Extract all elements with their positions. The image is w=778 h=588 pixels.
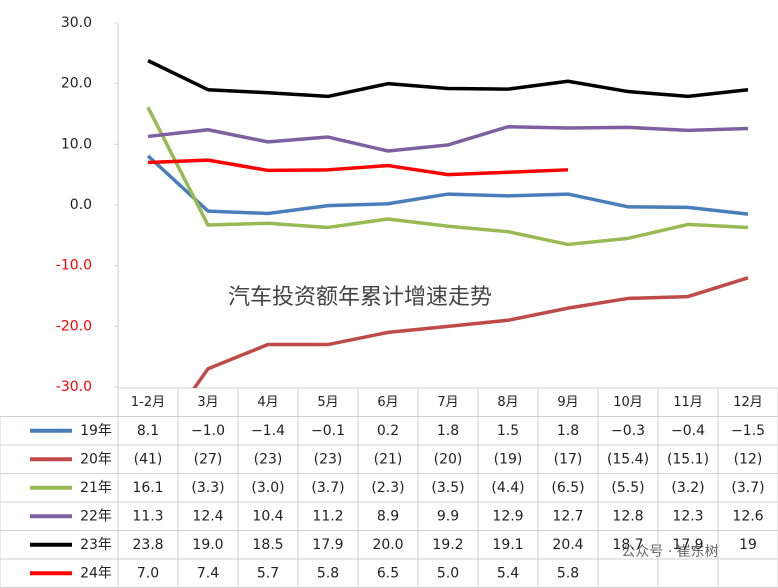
data-label: 9.9 — [437, 508, 459, 524]
legend-label: 22年 — [80, 508, 112, 524]
data-label: −1.0 — [191, 423, 225, 439]
line — [146, 106, 749, 247]
data-label: 5.7 — [257, 565, 279, 581]
data-label: 18.5 — [252, 537, 283, 553]
data-label: (5.5) — [611, 480, 644, 496]
watermark: 公众号 · 崔东树 — [621, 544, 718, 560]
data-label: (3.2) — [671, 480, 704, 496]
data-label: (3.7) — [731, 480, 764, 496]
data-label: −1.4 — [251, 423, 285, 439]
x-tick-label: 6月 — [377, 395, 398, 410]
data-label: 19.1 — [492, 537, 523, 553]
data-label: 12.8 — [612, 508, 643, 524]
data-label: 5.0 — [437, 565, 459, 581]
legend-label: 24年 — [80, 565, 112, 581]
y-tick-label: -20.0 — [56, 318, 92, 334]
data-label: (23) — [314, 451, 343, 467]
x-tick-label: 11月 — [673, 395, 703, 410]
data-label: 1.8 — [557, 423, 579, 439]
x-tick-label: 3月 — [197, 395, 218, 410]
legend-label: 21年 — [80, 480, 112, 496]
x-tick-label: 12月 — [733, 395, 763, 410]
annotation: 汽车投资额年累计增速走势 — [228, 285, 492, 310]
x-tick-label: 9月 — [557, 395, 578, 410]
data-label: (2.3) — [371, 480, 404, 496]
data-label: (20) — [434, 451, 463, 467]
data-label: (17) — [554, 451, 583, 467]
data-label: 12.9 — [492, 508, 523, 524]
data-label: 1.5 — [497, 423, 519, 439]
data-label: 18.7 — [612, 537, 643, 553]
data-label: (3.0) — [251, 480, 284, 496]
data-label: (3.5) — [431, 480, 464, 496]
data-label: 17.9 — [312, 537, 343, 553]
y-tick-label: 0.0 — [70, 197, 92, 213]
data-label: (41) — [134, 451, 163, 467]
line — [147, 59, 749, 99]
data-label: −1.5 — [731, 423, 765, 439]
x-tick-label: 7月 — [437, 395, 458, 410]
y-tick-label: -30.0 — [56, 379, 92, 395]
x-tick-label: 10月 — [613, 395, 643, 410]
data-label: 5.8 — [317, 565, 339, 581]
data-label: (23) — [254, 451, 283, 467]
y-tick-label: -10.0 — [56, 258, 92, 274]
data-label: 12.4 — [192, 508, 223, 524]
legend-label: 23年 — [80, 537, 112, 553]
data-label: (15.1) — [667, 451, 709, 467]
data-label: 19 — [739, 537, 757, 553]
line — [146, 154, 749, 216]
line — [192, 276, 749, 388]
data-label: 16.1 — [132, 480, 163, 496]
x-tick-label: 8月 — [497, 395, 518, 410]
line — [147, 158, 569, 177]
data-label: 12.3 — [672, 508, 703, 524]
data-label: 5.4 — [497, 565, 519, 581]
data-label: (12) — [734, 451, 763, 467]
data-label: 11.3 — [132, 508, 163, 524]
data-label: 6.5 — [377, 565, 399, 581]
data-label: (19) — [494, 451, 523, 467]
data-label: 8.1 — [137, 423, 159, 439]
data-label: 17.9 — [672, 537, 703, 553]
data-label: 20.0 — [372, 537, 403, 553]
data-label: 7.0 — [137, 565, 159, 581]
data-label: 12.7 — [552, 508, 583, 524]
data-label: 19.2 — [432, 537, 463, 553]
data-label: 23.8 — [132, 537, 163, 553]
data-label: 5.8 — [557, 565, 579, 581]
data-label: 20.4 — [552, 537, 583, 553]
x-tick-label: 4月 — [257, 395, 278, 410]
x-tick-label: 1-2月 — [131, 395, 165, 410]
data-label: (27) — [194, 451, 223, 467]
data-label: 0.2 — [377, 423, 399, 439]
data-label: (4.4) — [491, 480, 524, 496]
data-label: (21) — [374, 451, 403, 467]
data-label: 10.4 — [252, 508, 283, 524]
data-label: (15.4) — [607, 451, 649, 467]
data-label: 12.6 — [732, 508, 763, 524]
x-tick-label: 5月 — [317, 395, 338, 410]
legend-label: 20年 — [80, 451, 112, 467]
legend-label: 19年 — [80, 423, 112, 439]
data-label: 19.0 — [192, 537, 223, 553]
y-tick-label: 20.0 — [61, 76, 92, 92]
data-label: 8.9 — [377, 508, 399, 524]
data-label: (3.3) — [191, 480, 224, 496]
data-label: 11.2 — [312, 508, 343, 524]
data-label: −0.1 — [311, 423, 345, 439]
plot-area — [146, 59, 749, 388]
y-tick-label: 10.0 — [61, 136, 92, 152]
data-label: −0.3 — [611, 423, 645, 439]
y-tick-label: 30.0 — [61, 15, 92, 31]
data-label: 1.8 — [437, 423, 459, 439]
data-label: (6.5) — [551, 480, 584, 496]
data-label: (3.7) — [311, 480, 344, 496]
data-label: −0.4 — [671, 423, 705, 439]
data-label: 7.4 — [197, 565, 219, 581]
line — [147, 124, 749, 153]
